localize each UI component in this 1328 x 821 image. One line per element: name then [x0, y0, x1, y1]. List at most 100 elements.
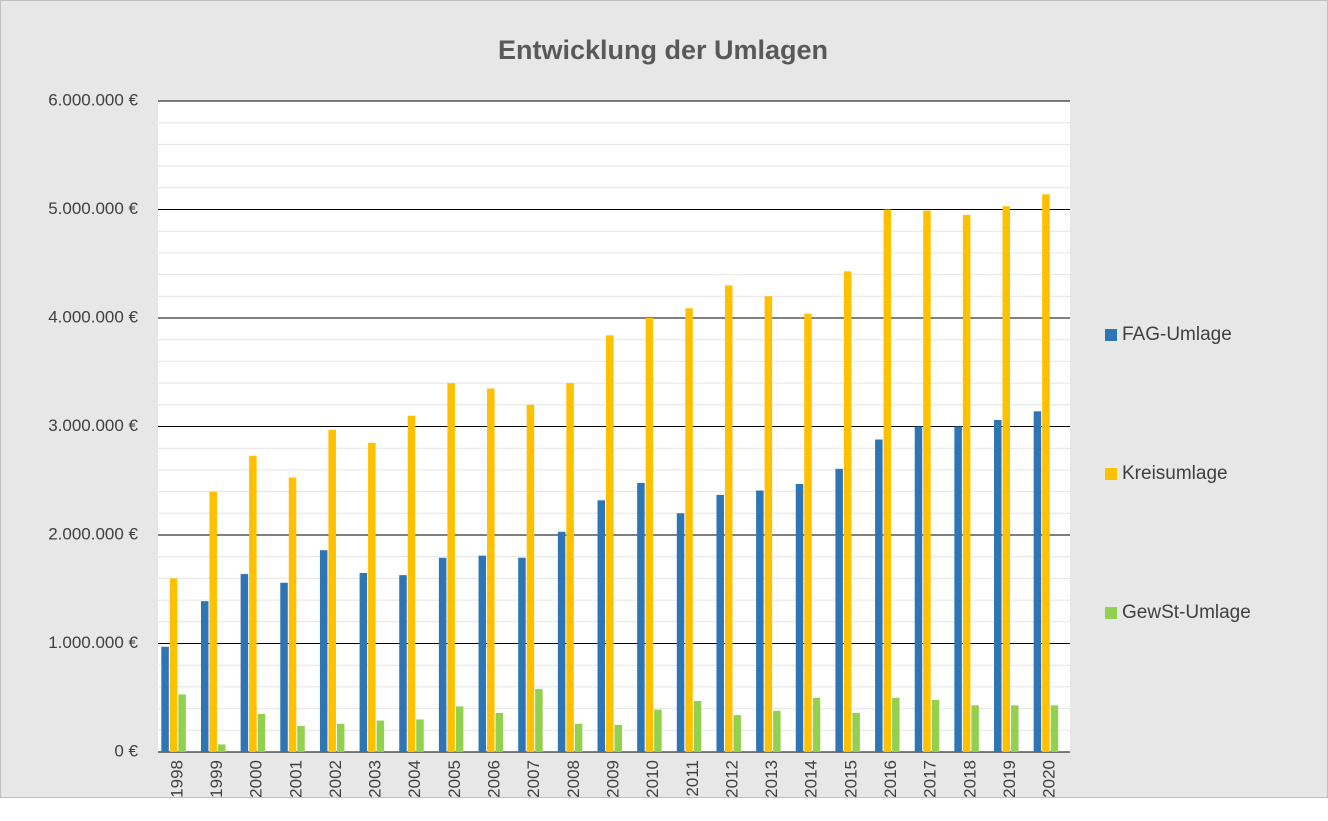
x-tick-label: 2015	[841, 760, 860, 798]
legend-label: FAG-Umlage	[1122, 324, 1232, 345]
bar	[249, 455, 257, 752]
x-tick-label: 2004	[405, 760, 424, 798]
bar	[914, 426, 923, 752]
legend-label: Kreisumlage	[1122, 463, 1228, 484]
x-tick-label: 2020	[1040, 760, 1059, 798]
bar	[676, 513, 685, 752]
x-tick-label: 2008	[564, 760, 583, 798]
x-tick-label: 2002	[326, 760, 345, 798]
bar	[495, 712, 504, 752]
legend-label: GewSt-Umlage	[1122, 602, 1251, 623]
bar	[257, 714, 266, 752]
bar	[169, 578, 178, 752]
bar	[931, 699, 940, 752]
bar	[804, 313, 812, 752]
bar	[178, 694, 186, 752]
bar	[654, 709, 662, 752]
bar	[1033, 411, 1042, 752]
bar	[923, 210, 931, 752]
x-tick-label: 2010	[643, 760, 662, 798]
y-tick-label: 3.000.000 €	[48, 416, 138, 435]
x-tick-label: 2006	[485, 760, 504, 798]
bar	[1042, 194, 1050, 752]
legend-swatch	[1105, 329, 1117, 341]
bar	[399, 575, 407, 752]
bar	[557, 531, 566, 752]
y-tick-label: 2.000.000 €	[48, 524, 138, 543]
bar	[1050, 705, 1059, 752]
y-tick-label: 1.000.000 €	[48, 633, 138, 652]
x-tick-label: 1998	[167, 760, 186, 798]
bar	[217, 744, 226, 752]
x-tick-label: 2012	[722, 760, 741, 798]
legend-swatch	[1105, 468, 1117, 480]
bar	[724, 285, 733, 752]
bar	[368, 442, 376, 752]
bar	[971, 705, 979, 752]
bar	[487, 388, 495, 752]
bar	[535, 689, 543, 752]
bar	[597, 500, 605, 752]
bar	[795, 484, 804, 752]
bar	[1011, 705, 1019, 752]
bar	[416, 719, 424, 752]
bar	[756, 490, 764, 752]
bar	[209, 491, 217, 752]
x-tick-label: 2017	[921, 760, 940, 798]
bar	[733, 715, 741, 752]
x-tick-label: 2003	[366, 760, 385, 798]
y-tick-label: 0 €	[114, 741, 138, 760]
x-tick-label: 2018	[960, 760, 979, 798]
bar	[843, 271, 852, 752]
bar	[883, 209, 892, 752]
bar	[478, 555, 487, 752]
x-tick-label: 2007	[524, 760, 543, 798]
bar	[574, 723, 583, 752]
chart-title: Entwicklung der Umlagen	[498, 35, 828, 65]
x-tick-label: 2001	[286, 760, 305, 798]
bar	[773, 710, 781, 752]
bar	[852, 712, 860, 752]
x-tick-label: 1999	[207, 760, 226, 798]
bar	[1002, 206, 1011, 752]
x-tick-label: 2011	[683, 760, 702, 797]
bar	[438, 557, 447, 752]
bar	[407, 415, 416, 752]
bar	[526, 404, 535, 752]
bar	[614, 724, 622, 752]
bar	[606, 335, 614, 752]
y-tick-label: 4.000.000 €	[48, 307, 138, 326]
x-tick-label: 2013	[762, 760, 781, 798]
bar	[319, 550, 328, 752]
bar	[297, 725, 305, 752]
bar	[994, 419, 1002, 752]
bar	[455, 706, 464, 752]
bar	[835, 468, 843, 752]
x-tick-label: 2005	[445, 760, 464, 798]
bar	[962, 214, 971, 753]
bar	[200, 601, 209, 752]
x-tick-label: 2014	[802, 760, 821, 798]
x-tick-label: 2000	[247, 760, 266, 798]
x-tick-label: 2019	[1000, 760, 1019, 798]
y-tick-label: 5.000.000 €	[48, 199, 138, 218]
bar	[693, 701, 702, 752]
bar	[359, 572, 368, 752]
bar	[518, 557, 526, 752]
x-tick-label: 2016	[881, 760, 900, 798]
bar	[161, 646, 169, 752]
bar	[376, 720, 385, 752]
bar	[685, 308, 693, 752]
bar	[280, 582, 288, 752]
legend-swatch	[1105, 607, 1117, 619]
bar	[288, 477, 297, 752]
x-tick-label: 2009	[603, 760, 622, 798]
bar	[954, 426, 962, 752]
bar	[716, 494, 724, 752]
bar	[875, 439, 883, 752]
bar	[447, 383, 455, 752]
y-tick-label: 6.000.000 €	[48, 90, 138, 109]
bar	[764, 296, 773, 752]
